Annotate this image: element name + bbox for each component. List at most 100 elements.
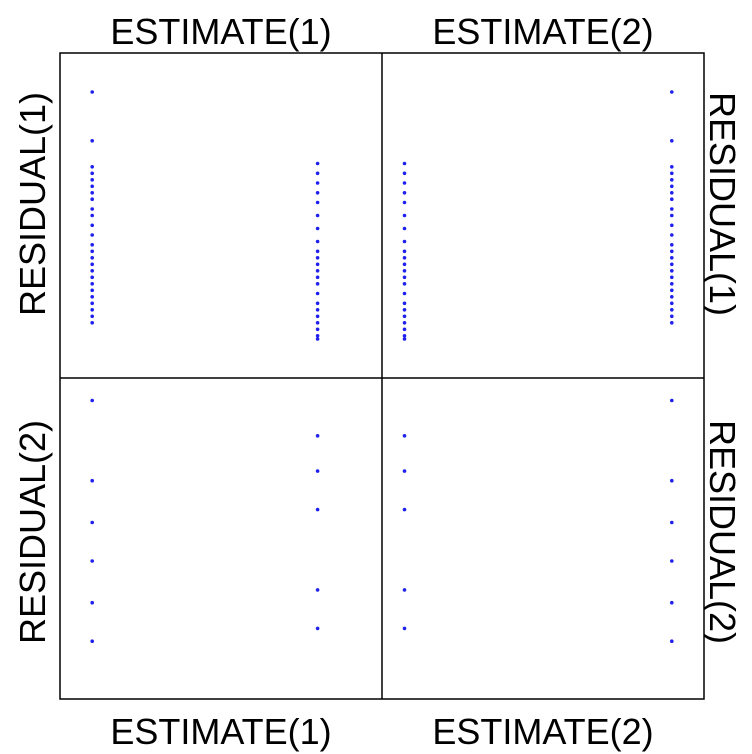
scatter-point [670, 197, 674, 201]
scatter-point [402, 321, 407, 325]
scatter-point [402, 301, 407, 306]
scatter-point [315, 314, 320, 319]
panels-group [60, 53, 704, 699]
scatter-point [315, 275, 320, 280]
scatter-point [670, 90, 674, 94]
scatter-point [670, 139, 674, 143]
scatter-point [670, 223, 674, 228]
scatter-point [90, 249, 94, 254]
scatter-point [402, 588, 407, 592]
right-label-residual-1: RESIDUAL(1) [702, 92, 743, 316]
scatter-point [90, 398, 94, 403]
scatter-point [315, 161, 320, 166]
scatter-point [315, 291, 320, 296]
scatter-point [402, 291, 407, 296]
scatter-point [402, 308, 407, 312]
scatter-point [90, 243, 94, 247]
scatter-point [315, 255, 320, 260]
scatter-point [402, 314, 407, 319]
scatter-point [402, 334, 407, 338]
scatter-point [402, 255, 407, 260]
scatter-point [315, 588, 320, 592]
scatter-point [402, 434, 407, 438]
bottom-label-estimate-2: ESTIMATE(2) [432, 711, 653, 752]
panel-1-2 [382, 53, 704, 378]
scatter-point [315, 434, 320, 438]
scatter-point [90, 197, 94, 201]
scatter-point [670, 213, 674, 218]
scatter-point [402, 507, 407, 512]
scatter-point [402, 269, 407, 273]
scatter-point [90, 165, 94, 169]
scatter-point [670, 308, 674, 312]
scatter-point [670, 249, 674, 254]
scatter-point [670, 301, 674, 306]
scatter-point [90, 223, 94, 228]
scatter-point [670, 255, 674, 260]
scatter-point [90, 184, 94, 189]
scatter-point [670, 233, 674, 237]
scatter-point [315, 191, 320, 195]
scatter-point [402, 181, 407, 185]
left-label-residual-1: RESIDUAL(1) [12, 92, 53, 316]
scatter-point [315, 507, 320, 512]
points-group [90, 90, 674, 643]
panel-2-1 [60, 378, 382, 699]
top-label-estimate-1: ESTIMATE(1) [110, 11, 331, 52]
scatter-point [90, 90, 94, 94]
scatter-point [670, 520, 674, 525]
scatter-point [402, 161, 407, 166]
scatter-point [402, 337, 407, 341]
scatter-point [90, 600, 94, 605]
scatter-point [670, 295, 674, 299]
right-label-residual-2: RESIDUAL(2) [702, 420, 743, 644]
scatter-point [315, 262, 320, 267]
scatter-point [90, 233, 94, 237]
panel-1-1 [60, 53, 382, 378]
scatter-point [315, 226, 320, 231]
scatter-point [670, 600, 674, 605]
scatter-point [670, 269, 674, 273]
scatter-point [670, 184, 674, 189]
scatter-point [315, 327, 320, 332]
scatter-point [90, 301, 94, 306]
scatter-point [90, 639, 94, 643]
scatter-point [402, 239, 407, 244]
scatter-point [90, 559, 94, 563]
scatter-point [402, 626, 407, 631]
scatter-point [402, 200, 407, 205]
scatter-point [315, 249, 320, 254]
scatter-point [315, 337, 320, 341]
scatter-point [90, 255, 94, 260]
scatter-point [670, 639, 674, 643]
scatter-point [90, 262, 94, 267]
scatter-point [402, 282, 407, 286]
scatter-point [402, 213, 407, 218]
scatter-point [315, 269, 320, 273]
scatter-point [90, 275, 94, 280]
scatter-point [315, 200, 320, 205]
scatter-point [402, 226, 407, 231]
scatter-point [670, 478, 674, 483]
scatter-point [402, 191, 407, 195]
scatter-point [90, 295, 94, 299]
scatter-point [315, 171, 320, 176]
scatter-point [402, 262, 407, 267]
scatter-point [90, 139, 94, 143]
scatter-point [90, 269, 94, 273]
scatter-point [90, 321, 94, 325]
scatter-point [90, 314, 94, 319]
scatter-point [402, 171, 407, 176]
scatter-point [670, 165, 674, 169]
scatter-point [90, 308, 94, 312]
scatter-point [90, 191, 94, 195]
scatter-point [402, 249, 407, 254]
scatter-point [315, 181, 320, 185]
panel-2-2 [382, 378, 704, 699]
scatter-point [670, 207, 674, 211]
scatter-point [402, 469, 407, 473]
scatter-point [670, 243, 674, 247]
scatter-point [315, 626, 320, 631]
scatter-point [670, 321, 674, 325]
